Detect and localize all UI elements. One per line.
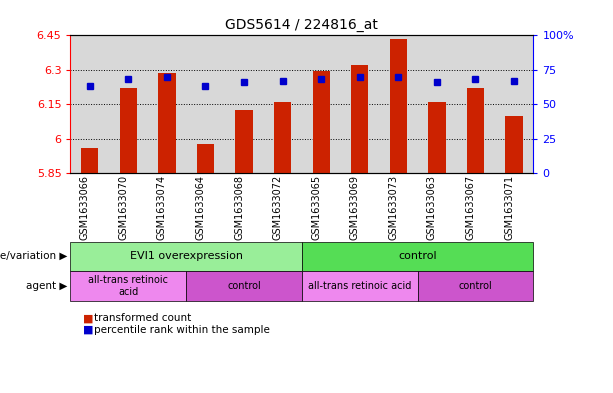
Text: GSM1633072: GSM1633072	[273, 175, 283, 240]
Bar	[109, 35, 148, 173]
Text: GSM1633063: GSM1633063	[427, 175, 437, 240]
Text: ■: ■	[83, 325, 93, 335]
Text: GSM1633073: GSM1633073	[388, 175, 398, 240]
Bar	[313, 71, 330, 173]
Title: GDS5614 / 224816_at: GDS5614 / 224816_at	[226, 18, 378, 31]
Text: GSM1633069: GSM1633069	[350, 175, 360, 240]
Text: ■: ■	[83, 313, 93, 323]
Bar	[417, 35, 456, 173]
Text: GSM1633074: GSM1633074	[157, 175, 167, 240]
Text: GSM1633071: GSM1633071	[504, 175, 514, 240]
Bar	[158, 73, 175, 173]
Text: genotype/variation ▶: genotype/variation ▶	[0, 252, 67, 261]
Text: all-trans retinoic acid: all-trans retinoic acid	[308, 281, 411, 291]
Text: control: control	[398, 252, 437, 261]
Bar	[379, 35, 417, 173]
Text: transformed count: transformed count	[94, 313, 191, 323]
Bar	[274, 102, 291, 173]
Text: GSM1633067: GSM1633067	[465, 175, 476, 240]
Bar	[340, 35, 379, 173]
Bar	[456, 35, 495, 173]
Bar	[351, 65, 368, 173]
Text: control: control	[459, 281, 492, 291]
Bar	[495, 35, 533, 173]
Text: GSM1633068: GSM1633068	[234, 175, 244, 240]
Bar	[264, 35, 302, 173]
Bar	[70, 35, 109, 173]
Bar	[197, 144, 214, 173]
Bar	[120, 88, 137, 173]
Text: GSM1633070: GSM1633070	[118, 175, 128, 240]
Text: agent ▶: agent ▶	[26, 281, 67, 291]
Bar	[225, 35, 264, 173]
Text: GSM1633064: GSM1633064	[196, 175, 205, 240]
Bar	[302, 35, 340, 173]
Text: EVI1 overexpression: EVI1 overexpression	[130, 252, 243, 261]
Bar	[428, 102, 446, 173]
Bar	[235, 110, 253, 173]
Bar	[148, 35, 186, 173]
Text: GSM1633065: GSM1633065	[311, 175, 321, 240]
Bar	[390, 39, 407, 173]
Bar	[466, 88, 484, 173]
Text: percentile rank within the sample: percentile rank within the sample	[94, 325, 270, 335]
Bar	[186, 35, 225, 173]
Text: control: control	[227, 281, 261, 291]
Text: all-trans retinoic
acid: all-trans retinoic acid	[88, 275, 169, 297]
Bar	[505, 116, 523, 173]
Bar	[81, 148, 99, 173]
Text: GSM1633066: GSM1633066	[80, 175, 89, 240]
